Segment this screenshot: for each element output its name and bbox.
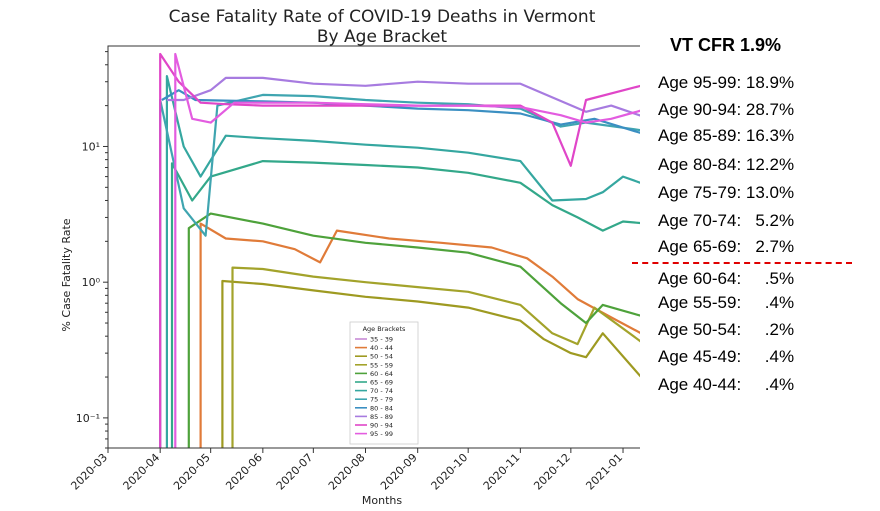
age-cfr-row: Age 80-84: 12.2%	[658, 155, 795, 174]
age-cfr-row: Age 60-64: .5%	[658, 269, 795, 288]
plot-area	[159, 52, 640, 448]
series-line-85-89	[166, 76, 640, 117]
x-tick-label: 2020-08	[326, 451, 368, 493]
legend-entry: 85 - 89	[370, 413, 393, 421]
legend-entry: 50 - 54	[370, 353, 393, 361]
age-cfr-row: Age 90-94: 28.7%	[658, 100, 795, 119]
y-axis-label: % Case Fatality Rate	[60, 218, 73, 331]
age-cfr-row: Age 65-69: 2.7%	[658, 237, 795, 256]
age-cfr-row: Age 55-59: .4%	[658, 293, 795, 312]
x-tick-label: 2021-01	[583, 451, 625, 493]
red-dashed-divider	[632, 262, 852, 264]
x-tick-label: 2020-07	[274, 451, 316, 493]
legend-entry: 95 - 99	[370, 430, 393, 438]
y-tick-label: 10⁻¹	[76, 412, 100, 425]
x-tick-label: 2020-06	[223, 451, 265, 493]
series-line-65-69	[170, 160, 640, 448]
age-cfr-row: Age 70-74: 5.2%	[658, 211, 795, 230]
legend-entry: 70 - 74	[370, 387, 393, 395]
series-line-60-64	[187, 212, 640, 448]
age-cfr-row: Age 40-44: .4%	[658, 375, 795, 394]
series-line-40-44	[199, 222, 640, 448]
cfr-chart: Case Fatality Rate of COVID-19 Deaths in…	[60, 7, 640, 507]
x-tick-label: 2020-03	[68, 451, 110, 493]
age-cfr-row: Age 50-54: .2%	[658, 320, 795, 339]
y-tick-label: 10¹	[82, 140, 100, 153]
series-line-55-59	[231, 266, 640, 448]
series-line-80-84	[161, 89, 640, 134]
cfr-summary-panel: VT CFR 1.9% Age 95-99: 18.9% Age 90-94: 2…	[632, 0, 880, 511]
legend-entry: 55 - 59	[370, 361, 393, 369]
x-tick-label: 2020-09	[378, 451, 420, 493]
legend-entry: 75 - 79	[370, 396, 393, 404]
legend-title: Age Brackets	[363, 325, 406, 333]
series-line-90-94	[159, 52, 640, 448]
x-tick-label: 2020-12	[531, 451, 573, 493]
x-tick-label: 2020-05	[171, 451, 213, 493]
x-tick-label: 2020-10	[429, 451, 471, 493]
x-tick-label: 2020-04	[121, 451, 163, 493]
age-cfr-row: Age 85-89: 16.3%	[658, 126, 795, 145]
series-line-50-54	[221, 279, 640, 448]
legend-entry: 35 - 39	[370, 336, 393, 344]
series-line-70-74	[165, 74, 640, 448]
legend-entry: 90 - 94	[370, 422, 393, 430]
legend-entry: 65 - 69	[370, 379, 393, 387]
series-line-95-99	[174, 52, 640, 448]
legend-entry: 40 - 44	[370, 344, 393, 352]
y-tick-label: 10⁰	[82, 276, 101, 289]
vt-cfr-title: VT CFR 1.9%	[670, 35, 782, 55]
chart-title: Case Fatality Rate of COVID-19 Deaths in…	[169, 7, 596, 27]
age-cfr-row: Age 45-49: .4%	[658, 347, 795, 366]
age-cfr-row: Age 95-99: 18.9%	[658, 73, 795, 92]
x-axis-label: Months	[362, 494, 402, 507]
legend-entry: 60 - 64	[370, 370, 393, 378]
plot-frame	[107, 45, 640, 449]
legend-box	[349, 321, 419, 445]
legend-entry: 80 - 84	[370, 404, 393, 412]
chart-subtitle: By Age Bracket	[317, 27, 448, 47]
age-cfr-row: Age 75-79: 13.0%	[658, 183, 795, 202]
x-tick-label: 2020-11	[481, 451, 523, 493]
